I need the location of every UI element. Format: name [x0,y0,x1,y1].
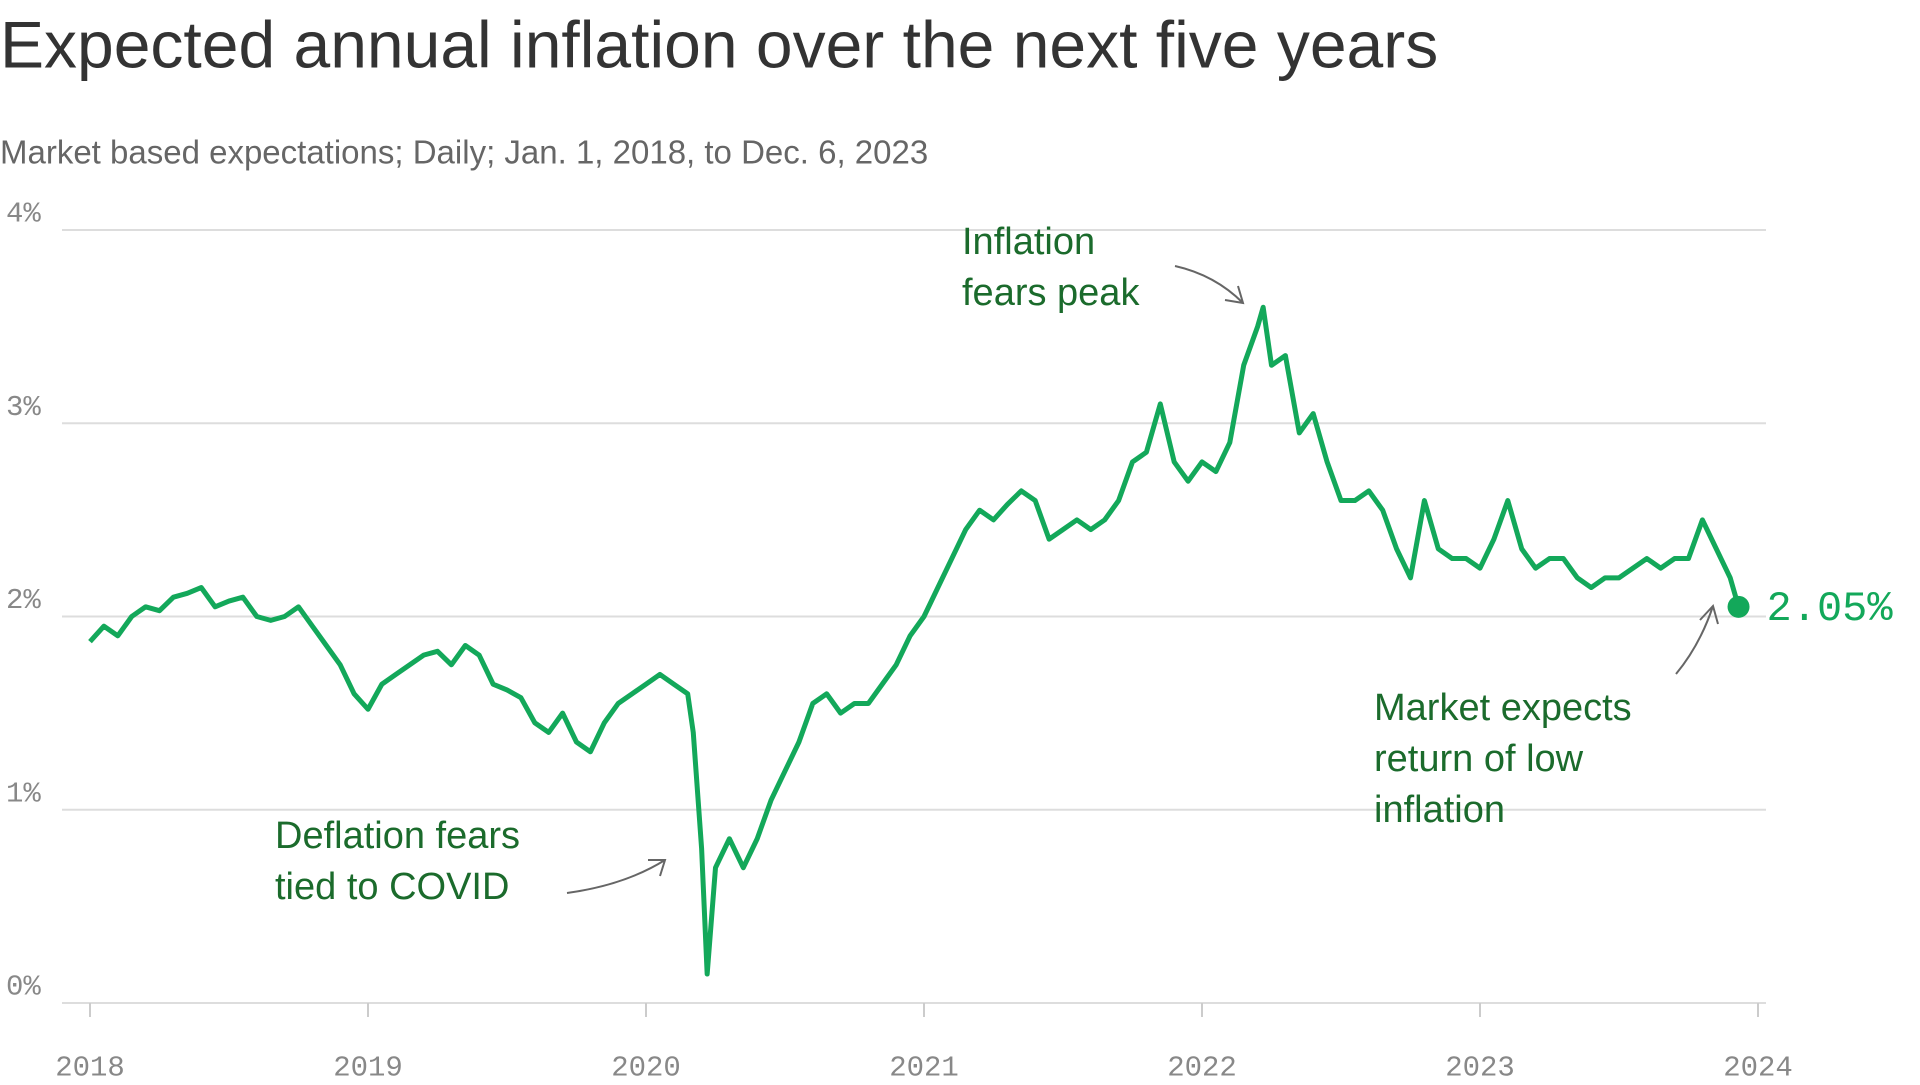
annotation: inflation [1374,789,1505,831]
plot: 2.05% [88,304,1894,977]
annotation: Deflation fears [275,815,520,857]
y-tick-label: 3% [6,391,41,424]
annotation: Market expects [1374,687,1632,729]
end-point [1727,595,1750,618]
chart-subtitle: Market based expectations; Daily; Jan. 1… [0,134,928,171]
x-tick-label: 2018 [55,1052,125,1080]
y-tick-label: 4% [6,198,41,231]
annotation-arrow [566,859,667,894]
y-tick-label: 1% [6,777,41,810]
x-tick-label: 2019 [333,1052,403,1080]
annotation: fears peak [962,272,1140,314]
x-tick-label: 2021 [889,1052,959,1080]
annotation: return of low [1374,738,1584,780]
x-tick-label: 2023 [1445,1052,1515,1080]
annotation: Inflation [962,221,1095,263]
x-tick-label: 2024 [1723,1052,1793,1080]
y-tick-label: 2% [6,584,41,617]
chart-title: Expected annual inflation over the next … [0,7,1438,81]
series-line [88,304,1741,977]
annotation-arrow [1174,265,1245,305]
end-value-label: 2.05% [1767,585,1894,633]
annotation: tied to COVID [275,866,509,908]
x-tick-label: 2020 [611,1052,681,1080]
annotation-arrow [1675,604,1719,675]
grid: 0% 1% 2% 3% 4% 2018 2019 2020 2021 2022 2023 2024 [6,198,1793,1085]
y-tick-label: 0% [6,971,41,1004]
x-tick-label: 2022 [1167,1052,1237,1080]
